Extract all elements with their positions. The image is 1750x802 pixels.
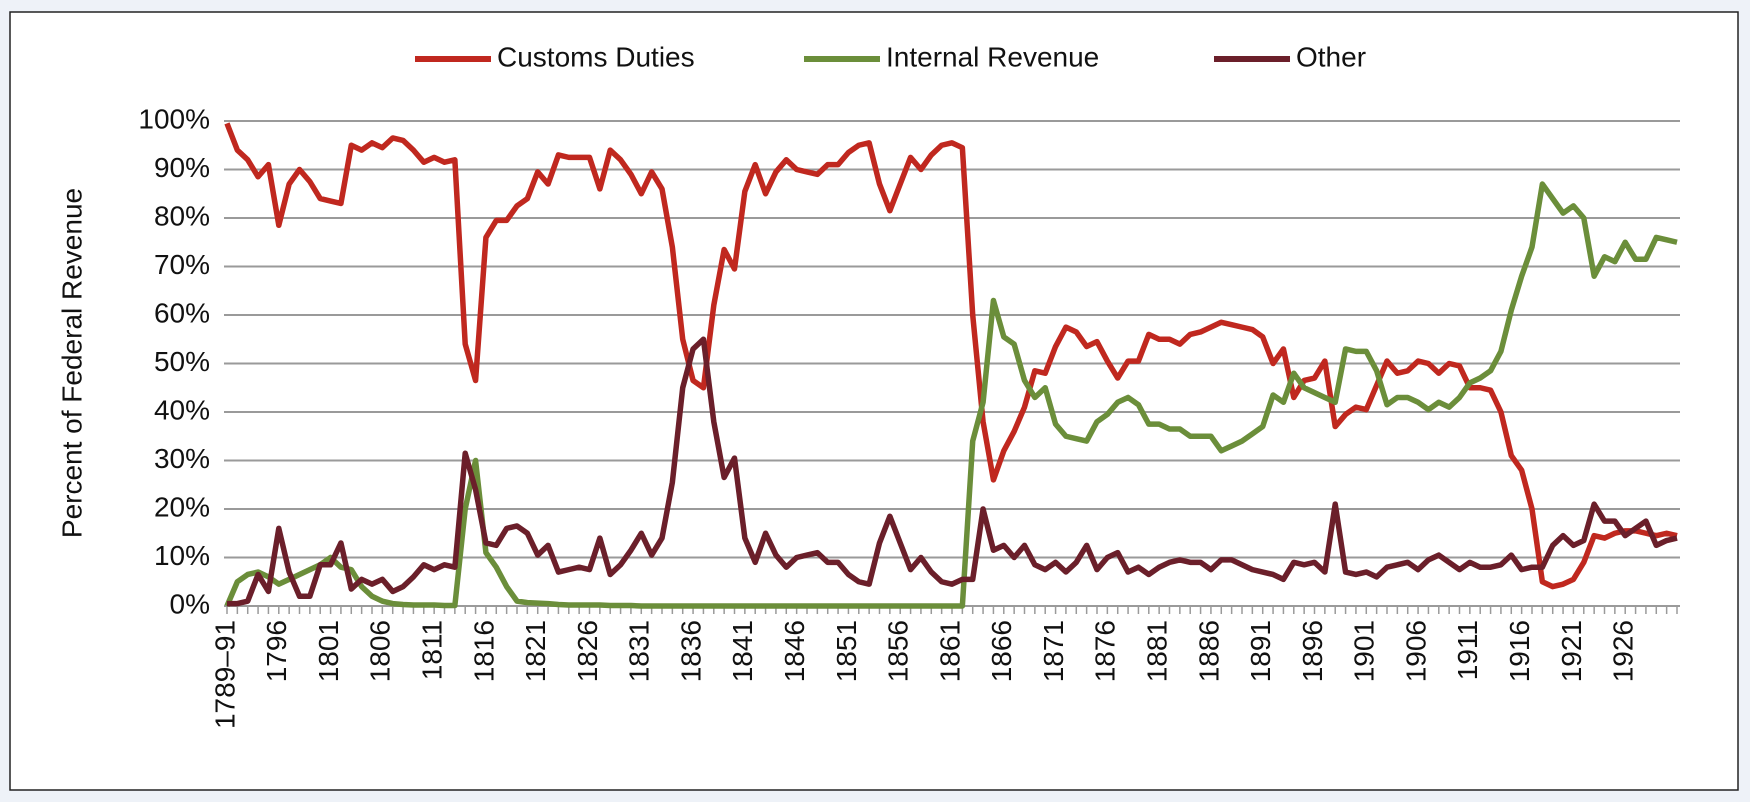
x-tick-label: 1801 (313, 620, 344, 682)
x-tick-label: 1826 (572, 620, 603, 682)
x-tick-label: 1831 (624, 620, 655, 682)
y-axis-label: Percent of Federal Revenue (56, 188, 87, 538)
x-tick-label: 1911 (1452, 620, 1483, 680)
x-tick-label: 1861 (934, 620, 965, 682)
series-line (227, 336, 1678, 607)
x-tick-label: 1796 (261, 620, 292, 682)
x-tick-label: 1806 (365, 620, 396, 682)
y-tick-label: 100% (138, 103, 210, 134)
x-tick-label: 1901 (1349, 620, 1380, 682)
x-tick-label: 1881 (1142, 620, 1173, 682)
x-tick-label: 1906 (1400, 620, 1431, 682)
x-tick-label: 1846 (779, 620, 810, 682)
y-tick-label: 0% (170, 588, 210, 619)
x-tick-label: 1876 (1090, 620, 1121, 682)
y-tick-label: 70% (154, 249, 210, 280)
x-tick-label: 1789–91 (209, 620, 240, 729)
y-tick-label: 20% (154, 491, 210, 522)
x-tick-label: 1851 (831, 620, 862, 682)
legend-label: Customs Duties (497, 41, 695, 72)
x-tick-label: 1916 (1504, 620, 1535, 682)
x-tick-label: 1926 (1608, 620, 1639, 682)
y-tick-label: 50% (154, 346, 210, 377)
x-tick-label: 1921 (1556, 620, 1587, 682)
series-line (224, 122, 1678, 590)
x-tick-label: 1856 (883, 620, 914, 682)
x-tick-label: 1821 (520, 620, 551, 682)
x-tick-label: 1841 (727, 620, 758, 682)
y-tick-label: 10% (154, 540, 210, 571)
x-tick-label: 1871 (1038, 620, 1069, 682)
legend-label: Other (1296, 41, 1366, 72)
x-tick-label: 1886 (1193, 620, 1224, 682)
chart-frame (9, 11, 1739, 791)
x-tick-label: 1866 (986, 620, 1017, 682)
x-tick-label: 1811 (417, 620, 448, 680)
y-tick-label: 90% (154, 152, 210, 183)
x-tick-label: 1891 (1245, 620, 1276, 682)
x-tick-label: 1816 (468, 620, 499, 682)
y-tick-label: 80% (154, 200, 210, 231)
y-tick-label: 40% (154, 394, 210, 425)
y-tick-label: 60% (154, 297, 210, 328)
x-tick-label: 1836 (675, 620, 706, 682)
legend-label: Internal Revenue (886, 41, 1099, 72)
series-line (224, 181, 1678, 609)
y-tick-label: 30% (154, 443, 210, 474)
x-tick-label: 1896 (1297, 620, 1328, 682)
